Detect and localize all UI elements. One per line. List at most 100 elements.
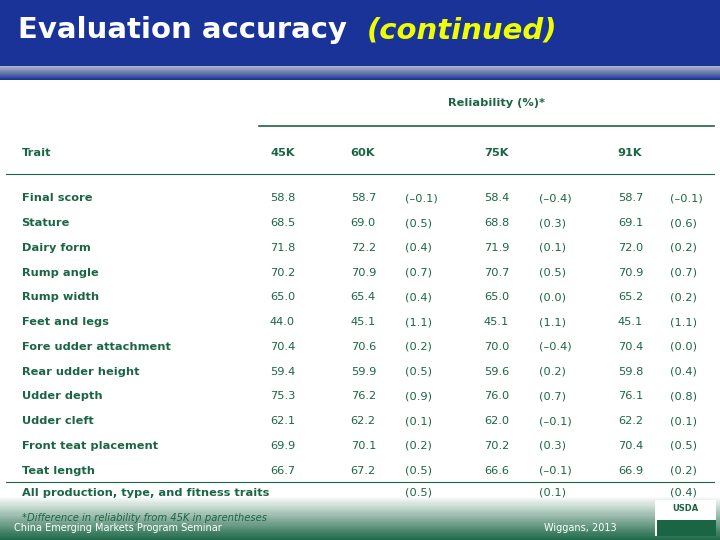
Text: (–0.1): (–0.1) [539, 416, 571, 426]
Text: (1.1): (1.1) [405, 317, 432, 327]
Text: 65.0: 65.0 [270, 292, 295, 302]
Text: (continued): (continued) [367, 16, 558, 44]
Text: 69.1: 69.1 [618, 218, 643, 228]
Text: 70.4: 70.4 [270, 342, 295, 352]
Text: (0.0): (0.0) [670, 342, 697, 352]
Text: (0.4): (0.4) [405, 292, 431, 302]
Text: 69.0: 69.0 [351, 218, 376, 228]
Text: (0.1): (0.1) [405, 416, 432, 426]
Text: 70.2: 70.2 [270, 268, 295, 278]
Text: (0.4): (0.4) [670, 488, 696, 498]
Bar [0, 537, 720, 538]
Bar [0, 536, 720, 537]
Text: 66.9: 66.9 [618, 465, 643, 476]
Bar [0, 514, 720, 515]
Text: 62.2: 62.2 [618, 416, 643, 426]
Text: (0.2): (0.2) [670, 292, 696, 302]
Text: 71.8: 71.8 [270, 243, 295, 253]
Text: Udder depth: Udder depth [22, 392, 102, 401]
Text: Rear udder height: Rear udder height [22, 367, 139, 376]
Text: 75K: 75K [484, 147, 508, 158]
Text: 72.2: 72.2 [351, 243, 376, 253]
Bar [0, 498, 720, 499]
Text: Final score: Final score [22, 193, 92, 204]
Bar [0, 501, 720, 502]
Text: 70.2: 70.2 [484, 441, 509, 451]
Text: Fore udder attachment: Fore udder attachment [22, 342, 171, 352]
Bar [0, 516, 720, 517]
Bar [0, 534, 720, 535]
Bar [0, 518, 720, 519]
Bar [657, 519, 716, 536]
Text: (–0.4): (–0.4) [539, 193, 571, 204]
Text: 58.7: 58.7 [351, 193, 376, 204]
Text: (0.8): (0.8) [670, 392, 697, 401]
Text: 91K: 91K [618, 147, 642, 158]
Text: (0.2): (0.2) [539, 367, 565, 376]
Text: Udder cleft: Udder cleft [22, 416, 94, 426]
Text: 76.1: 76.1 [618, 392, 643, 401]
Bar [0, 511, 720, 512]
Bar [0, 520, 720, 521]
Bar [0, 524, 720, 525]
Text: (1.1): (1.1) [539, 317, 566, 327]
Bar [0, 531, 720, 532]
Text: Stature: Stature [22, 218, 70, 228]
Text: 69.9: 69.9 [270, 441, 295, 451]
Bar [0, 500, 720, 501]
Text: 45.1: 45.1 [484, 317, 509, 327]
Text: 75.3: 75.3 [270, 392, 295, 401]
Bar [0, 508, 720, 509]
Text: 72.0: 72.0 [618, 243, 643, 253]
Bar [0, 504, 720, 505]
Bar [0, 503, 720, 504]
Text: Evaluation accuracy: Evaluation accuracy [18, 16, 357, 44]
Bar [0, 509, 720, 510]
Text: 60K: 60K [351, 147, 375, 158]
Text: 62.2: 62.2 [351, 416, 376, 426]
Text: (0.9): (0.9) [405, 392, 432, 401]
Text: 76.2: 76.2 [351, 392, 376, 401]
Text: 58.7: 58.7 [618, 193, 643, 204]
Bar [0, 521, 720, 522]
Bar [0, 538, 720, 539]
Text: Front teat placement: Front teat placement [22, 441, 158, 451]
Bar [0, 499, 720, 500]
Text: 70.0: 70.0 [484, 342, 509, 352]
Text: (0.2): (0.2) [405, 441, 431, 451]
Text: 68.8: 68.8 [484, 218, 509, 228]
Text: (0.7): (0.7) [405, 268, 432, 278]
Text: (–0.4): (–0.4) [539, 342, 571, 352]
Text: 45.1: 45.1 [351, 317, 376, 327]
Text: (0.7): (0.7) [539, 392, 566, 401]
Text: Rump width: Rump width [22, 292, 99, 302]
Text: All production, type, and fitness traits: All production, type, and fitness traits [22, 488, 269, 498]
Text: China Emerging Markets Program Seminar: China Emerging Markets Program Seminar [14, 523, 222, 532]
Text: 67.2: 67.2 [351, 465, 376, 476]
Bar [0, 535, 720, 536]
Text: Reliability (%)*: Reliability (%)* [449, 98, 545, 108]
Bar [0, 496, 720, 497]
Text: 62.1: 62.1 [270, 416, 295, 426]
Bar [0, 519, 720, 520]
Text: (0.5): (0.5) [405, 488, 432, 498]
Text: 70.4: 70.4 [618, 441, 643, 451]
Text: 59.9: 59.9 [351, 367, 376, 376]
Text: (0.3): (0.3) [539, 218, 566, 228]
Bar [0, 529, 720, 530]
Bar [0, 512, 720, 514]
Text: (1.1): (1.1) [670, 317, 697, 327]
Text: Trait: Trait [22, 147, 51, 158]
Bar [0, 517, 720, 518]
Text: (0.4): (0.4) [670, 367, 696, 376]
Text: USDA: USDA [672, 504, 698, 512]
Bar [0, 510, 720, 511]
Text: 62.0: 62.0 [484, 416, 509, 426]
Bar [0, 507, 720, 508]
Bar [0, 525, 720, 526]
Text: (0.1): (0.1) [539, 243, 566, 253]
Bar [0, 530, 720, 531]
Text: (0.2): (0.2) [670, 243, 696, 253]
Text: 71.9: 71.9 [484, 243, 509, 253]
Text: 68.5: 68.5 [270, 218, 295, 228]
